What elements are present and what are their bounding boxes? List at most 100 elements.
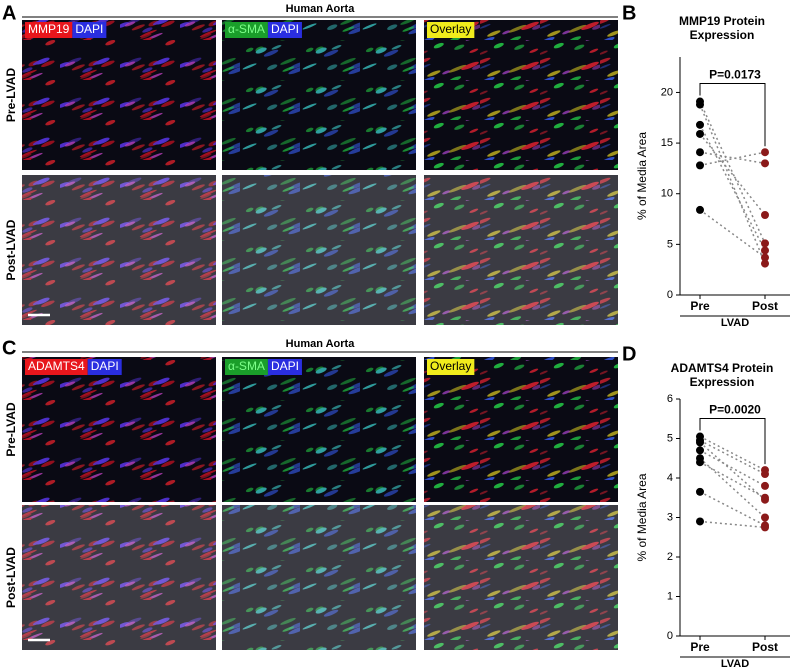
dot [761,210,769,219]
dot [761,259,769,268]
chart-title: MMP19 Protein [679,14,765,28]
pair-line [699,209,766,259]
micrograph [222,20,416,170]
y-tick-label: 0 [667,289,673,301]
x-tick-label: Post [752,299,778,313]
y-tick-label: 2 [667,551,673,563]
row-label: Post-LVAD [4,219,18,280]
micrograph [222,175,416,325]
pair-line [699,151,766,167]
channel-tag [225,22,268,38]
y-tick-label: 3 [667,511,673,523]
channel-label: DAPI [75,22,103,36]
y-tick-label: 5 [667,238,673,250]
panel-header: Human Aorta [286,338,356,350]
chart-title: ADAMTS4 Protein [671,361,774,375]
x-axis-label: LVAD [721,317,749,329]
row-label: Post-LVAD [4,547,18,608]
dot [696,517,704,526]
micrograph [424,20,618,170]
micrograph [22,20,216,170]
chart-title: Expression [690,28,755,42]
channel-label: Overlay [430,22,471,36]
channel-tag [427,359,475,375]
channel-tag [427,22,475,38]
channel-tag [225,359,268,375]
pair-line [699,151,766,165]
pair-line [699,101,766,244]
y-axis-label: % of Media Area [635,473,649,561]
dot [761,159,769,168]
x-tick-label: Pre [690,299,710,313]
channel-label: ADAMTS4 [28,359,85,373]
pair-line [699,133,766,216]
panel-letter: A [2,2,16,24]
channel-label: α-SMA [228,22,265,36]
micrograph [424,175,618,325]
y-tick-label: 10 [661,188,673,200]
dot [761,239,769,248]
micrograph [22,505,216,650]
pair-line [699,124,766,251]
dot [761,253,769,262]
micrograph [22,175,216,325]
pair-line [699,520,766,529]
sig-annotation: P=0.0173 [709,68,761,82]
y-tick-label: 15 [661,137,673,149]
dot [761,523,769,532]
sig-bracket [699,418,766,465]
dot [761,481,769,490]
dot [761,246,769,255]
y-tick-label: 1 [667,590,673,602]
dot [696,446,704,455]
channel-label: DAPI [91,359,119,373]
dot [696,161,704,170]
pair-line [699,441,766,501]
micrograph [222,505,416,650]
dot [696,148,704,157]
channel-label: MMP19 [28,22,70,36]
chart-title: Expression [690,375,755,389]
pair-line [699,435,766,471]
channel-label: DAPI [271,22,299,36]
dot [696,120,704,129]
dot [696,438,704,447]
sig-annotation: P=0.0020 [709,403,761,417]
panel-header: Human Aorta [286,3,356,15]
x-tick-label: Post [752,640,778,654]
dot [696,205,704,214]
dot [696,487,704,496]
dot [761,493,769,502]
y-tick-label: 6 [667,393,673,405]
dot [761,148,769,157]
dot [696,458,704,467]
channel-tag [267,359,302,375]
x-axis-label: LVAD [721,658,749,667]
pair-line [699,491,766,527]
pair-line [699,104,766,264]
dot [696,129,704,138]
channel-label: Overlay [430,359,471,373]
dot [696,100,704,109]
y-tick-label: 20 [661,86,673,98]
micrograph [22,357,216,502]
dot [761,513,769,522]
panel-letter: C [2,337,16,359]
pair-line [699,461,766,499]
micrograph [424,505,618,650]
dot [761,470,769,479]
channel-tag [267,22,302,38]
y-tick-label: 0 [667,630,673,642]
micrograph [424,357,618,502]
row-label: Pre-LVAD [4,402,18,457]
pair-line [699,439,766,475]
pair-line [699,449,766,487]
panel-letter: B [622,2,636,24]
row-label: Pre-LVAD [4,68,18,123]
micrograph [222,357,416,502]
y-tick-label: 4 [667,472,673,484]
channel-label: DAPI [271,359,299,373]
sig-bracket [699,83,766,147]
y-axis-label: % of Media Area [635,132,649,220]
